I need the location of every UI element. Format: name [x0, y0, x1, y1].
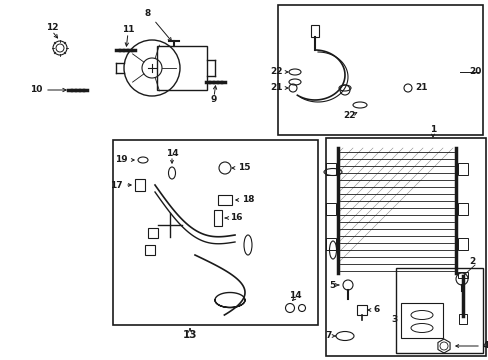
Text: 18: 18	[242, 195, 254, 204]
Bar	[325, 138, 485, 356]
Bar	[218, 195, 231, 205]
Bar	[214, 210, 222, 226]
Text: 3: 3	[391, 315, 397, 324]
Text: 8: 8	[144, 9, 171, 41]
Text: 6: 6	[372, 306, 379, 315]
Bar	[457, 272, 467, 278]
Text: 14: 14	[165, 148, 178, 158]
Bar	[310, 25, 318, 37]
Text: 1: 1	[429, 126, 435, 135]
Text: 17: 17	[110, 180, 123, 189]
Text: 2: 2	[468, 257, 474, 266]
Bar	[148, 228, 158, 238]
Text: 20: 20	[468, 68, 481, 77]
Text: 22: 22	[270, 68, 283, 77]
Text: 21: 21	[270, 84, 283, 93]
Text: 21: 21	[414, 84, 427, 93]
Bar	[458, 314, 466, 324]
Bar	[457, 163, 467, 175]
Bar	[325, 163, 335, 175]
Text: 5: 5	[328, 280, 334, 289]
Text: 13: 13	[183, 330, 197, 340]
Text: 14: 14	[288, 291, 301, 300]
Text: 15: 15	[238, 163, 250, 172]
Bar	[457, 238, 467, 250]
Bar	[457, 203, 467, 215]
Text: 7: 7	[325, 332, 331, 341]
Text: 4: 4	[482, 342, 488, 351]
Bar	[325, 238, 335, 250]
Text: 16: 16	[229, 213, 242, 222]
Bar	[145, 245, 155, 255]
Bar	[400, 303, 442, 338]
Bar	[325, 203, 335, 215]
Bar	[356, 305, 366, 315]
Text: 12: 12	[46, 23, 58, 32]
Text: 19: 19	[115, 156, 128, 165]
Bar	[113, 140, 317, 325]
Bar	[135, 179, 145, 191]
Text: 9: 9	[210, 95, 217, 104]
Text: 10: 10	[30, 85, 42, 94]
Bar	[395, 268, 482, 353]
Bar	[157, 46, 206, 90]
Text: 11: 11	[122, 26, 134, 35]
Bar	[278, 5, 482, 135]
Text: 22: 22	[343, 112, 356, 121]
